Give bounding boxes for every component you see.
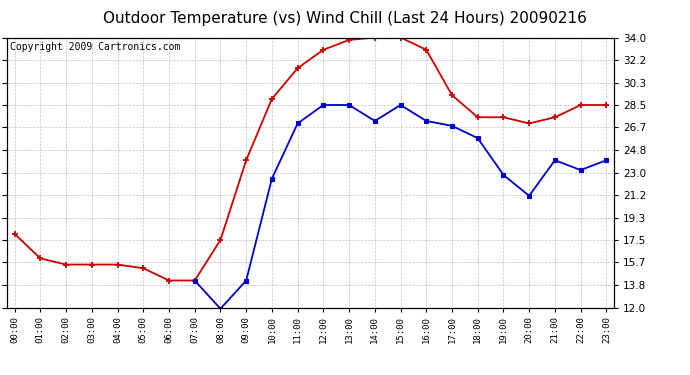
Text: Copyright 2009 Cartronics.com: Copyright 2009 Cartronics.com <box>10 42 180 51</box>
Text: Outdoor Temperature (vs) Wind Chill (Last 24 Hours) 20090216: Outdoor Temperature (vs) Wind Chill (Las… <box>103 11 587 26</box>
